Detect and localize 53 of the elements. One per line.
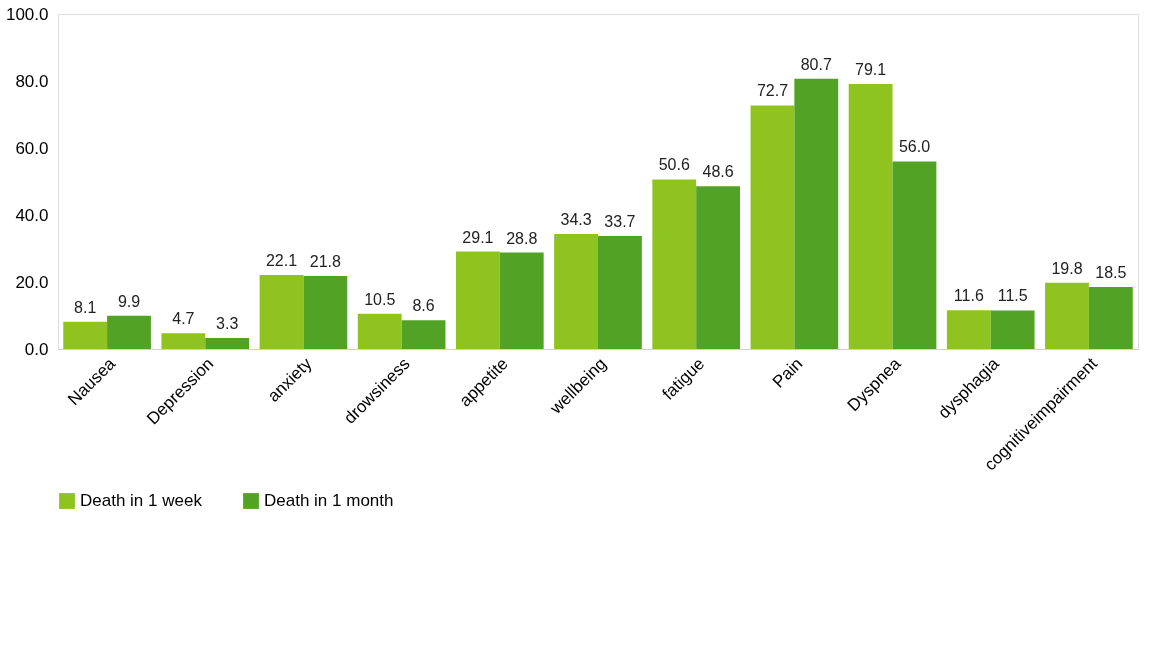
bar (161, 333, 206, 349)
bar (1045, 282, 1089, 349)
x-tick-label: Pain (768, 354, 807, 392)
y-tick-label: 40.0 (15, 205, 49, 225)
bar (750, 105, 795, 349)
y-tick-label: 60.0 (15, 138, 49, 158)
data-label: 22.1 (265, 251, 298, 269)
data-label: 34.3 (560, 211, 592, 229)
bar (357, 313, 402, 349)
bar (598, 236, 642, 349)
bar (848, 84, 893, 349)
bar (63, 321, 108, 349)
y-tick-label: 0.0 (24, 339, 49, 359)
data-label: 28.8 (506, 229, 538, 247)
bar (794, 78, 839, 349)
data-label: 11.5 (997, 287, 1028, 305)
data-label: 10.5 (364, 290, 396, 308)
data-label: 8.1 (74, 298, 97, 316)
bar (652, 179, 697, 349)
bar (892, 161, 937, 349)
data-label: 72.7 (756, 82, 789, 100)
data-label: 56.0 (898, 138, 931, 156)
bar (696, 186, 741, 349)
legend-label: Death in 1 month (264, 491, 394, 510)
data-label: 48.6 (702, 163, 734, 181)
bar (1088, 287, 1133, 349)
bar (455, 251, 500, 349)
bar (401, 320, 446, 349)
bar (946, 310, 991, 349)
data-label: 19.8 (1051, 259, 1083, 277)
data-label: 8.6 (412, 297, 435, 315)
bar (205, 337, 250, 349)
y-tick-label: 100.0 (5, 4, 49, 24)
data-label: 79.1 (855, 61, 887, 79)
legend-label: Death in 1 week (80, 491, 203, 510)
bar (303, 275, 348, 349)
data-label: 9.9 (117, 292, 141, 310)
data-label: 4.7 (172, 310, 195, 328)
data-label: 11.6 (953, 287, 984, 305)
bar (259, 274, 304, 349)
bar (990, 310, 1035, 349)
data-label: 3.3 (216, 314, 239, 332)
data-label: 80.7 (800, 55, 832, 73)
bar (499, 252, 544, 349)
y-tick-label: 80.0 (15, 71, 49, 91)
data-label: 18.5 (1095, 264, 1127, 282)
data-label: 29.1 (462, 228, 494, 246)
data-label: 50.6 (658, 156, 690, 174)
bar (554, 234, 598, 349)
data-label: 21.8 (309, 252, 342, 270)
bar (107, 315, 151, 349)
y-tick-label: 20.0 (15, 272, 49, 292)
data-label: 33.7 (604, 213, 636, 231)
